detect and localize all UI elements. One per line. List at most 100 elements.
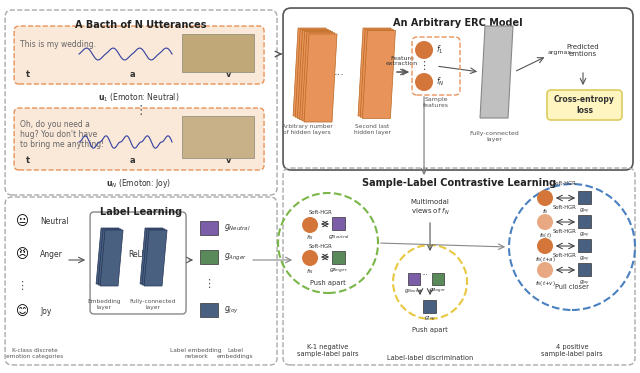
Text: $g_{Joy}$: $g_{Joy}$ [224, 304, 239, 316]
FancyBboxPatch shape [14, 26, 264, 84]
Text: Pull closer: Pull closer [555, 284, 589, 290]
Text: Sample
features: Sample features [423, 97, 449, 108]
Text: $g_{Anger}$: $g_{Anger}$ [224, 251, 247, 263]
Text: Feature
extraction: Feature extraction [386, 56, 418, 66]
Text: Fully-connected
layer: Fully-connected layer [469, 131, 519, 142]
FancyBboxPatch shape [547, 90, 622, 120]
Text: Fully-connected
layer: Fully-connected layer [130, 299, 176, 310]
Circle shape [302, 250, 318, 266]
Text: $f_1$: $f_1$ [436, 44, 444, 56]
Text: hug? You don't have: hug? You don't have [20, 130, 97, 139]
Text: An Arbitrary ERC Model: An Arbitrary ERC Model [393, 18, 523, 28]
Text: a: a [129, 156, 135, 164]
Text: ...: ... [422, 270, 428, 276]
Text: $g_{Joy}$: $g_{Joy}$ [579, 279, 591, 288]
Polygon shape [100, 230, 123, 286]
Bar [423, 300, 436, 313]
Text: Predicted
emtions: Predicted emtions [566, 44, 599, 57]
Text: Soft-HGR: Soft-HGR [308, 244, 332, 249]
Text: 4 positive
sample-label pairs: 4 positive sample-label pairs [541, 344, 603, 357]
Polygon shape [293, 28, 326, 116]
Polygon shape [142, 229, 165, 285]
Text: This is my wedding.: This is my wedding. [20, 40, 96, 49]
Text: $f_N$: $f_N$ [541, 207, 548, 216]
Text: $f_N$: $f_N$ [307, 267, 314, 276]
Text: Soft-HGR: Soft-HGR [552, 253, 576, 258]
Text: $g_{Joy}$: $g_{Joy}$ [579, 255, 591, 264]
Text: K-1 negative
sample-label pairs: K-1 negative sample-label pairs [297, 344, 359, 357]
Circle shape [537, 238, 553, 254]
Text: ⋮: ⋮ [135, 104, 147, 116]
Bar [200, 250, 218, 264]
Bar [408, 273, 420, 285]
Text: Second last
hidden layer: Second last hidden layer [353, 124, 390, 135]
Text: Label-label discrimination: Label-label discrimination [387, 355, 473, 361]
Bar [332, 251, 345, 264]
Circle shape [415, 41, 433, 59]
Bar [578, 239, 591, 252]
Text: $g_{Joy}$: $g_{Joy}$ [424, 315, 436, 324]
Text: $f_N$: $f_N$ [307, 233, 314, 242]
Text: $f_N$: $f_N$ [436, 76, 445, 88]
Text: ⋮: ⋮ [204, 279, 214, 289]
Text: Sample-Label Contrastive Learning: Sample-Label Contrastive Learning [362, 178, 556, 188]
Text: Cross-entropy
loss: Cross-entropy loss [554, 95, 615, 115]
Circle shape [537, 262, 553, 278]
Text: t: t [26, 156, 30, 164]
Text: 😊: 😊 [15, 305, 29, 319]
Polygon shape [358, 28, 391, 116]
Bar [332, 217, 345, 230]
Text: Label embedding
network: Label embedding network [170, 348, 221, 359]
Polygon shape [304, 34, 337, 122]
Circle shape [302, 217, 318, 233]
Text: $\mathbf{u}_N$ (Emoton: Joy): $\mathbf{u}_N$ (Emoton: Joy) [106, 177, 172, 190]
Text: argmax: argmax [548, 50, 572, 54]
Polygon shape [140, 228, 163, 284]
Polygon shape [295, 29, 328, 117]
Polygon shape [360, 29, 393, 117]
Text: t: t [26, 69, 30, 78]
Polygon shape [300, 32, 333, 120]
Text: Push apart: Push apart [310, 280, 346, 286]
Text: $g_{Joy}$: $g_{Joy}$ [579, 207, 591, 216]
Text: Soft-HGR: Soft-HGR [552, 205, 576, 210]
Polygon shape [96, 228, 119, 284]
Bar [578, 263, 591, 276]
Text: $g_{Joy}$: $g_{Joy}$ [579, 231, 591, 240]
Bar [182, 116, 254, 158]
Text: Arbitrary number
of hidden layers: Arbitrary number of hidden layers [282, 124, 332, 135]
Text: 😠: 😠 [15, 248, 29, 261]
Text: $f_N(t)$: $f_N(t)$ [538, 231, 552, 240]
Bar [578, 215, 591, 228]
Text: a: a [129, 69, 135, 78]
Bar [200, 303, 218, 317]
Text: Soft-HGR: Soft-HGR [308, 210, 332, 215]
Text: ReLU: ReLU [129, 251, 148, 260]
Polygon shape [144, 230, 167, 286]
Circle shape [537, 190, 553, 206]
Polygon shape [302, 33, 335, 121]
Text: Neutral: Neutral [40, 217, 68, 226]
FancyBboxPatch shape [14, 108, 264, 170]
Text: 😐: 😐 [15, 216, 29, 229]
Circle shape [415, 73, 433, 91]
Text: $g_{Neutral}$: $g_{Neutral}$ [404, 287, 424, 295]
Text: $g_{Anger}$: $g_{Anger}$ [330, 267, 349, 276]
Text: $g_{Neutral}$: $g_{Neutral}$ [328, 233, 350, 241]
Text: A Bacth of N Utterances: A Bacth of N Utterances [76, 20, 207, 30]
Text: Push apart: Push apart [412, 327, 448, 333]
Text: K-class discrete
emotion categories: K-class discrete emotion categories [6, 348, 64, 359]
Text: v: v [227, 156, 232, 164]
Text: $g_{Neutral}$: $g_{Neutral}$ [224, 223, 251, 233]
Text: Soft-HGR: Soft-HGR [552, 229, 576, 234]
Text: Label Learning: Label Learning [100, 207, 182, 217]
Text: $f_N(t{+}a)$: $f_N(t{+}a)$ [534, 255, 556, 264]
Text: $g_{Anger}$: $g_{Anger}$ [429, 287, 447, 296]
Text: v: v [227, 69, 232, 78]
Text: $f_N(t{+}v)$: $f_N(t{+}v)$ [534, 279, 556, 288]
Text: Oh, do you need a: Oh, do you need a [20, 120, 90, 129]
Polygon shape [480, 26, 513, 118]
Text: Label
embeddings: Label embeddings [217, 348, 253, 359]
Bar [432, 273, 444, 285]
Polygon shape [98, 229, 121, 285]
